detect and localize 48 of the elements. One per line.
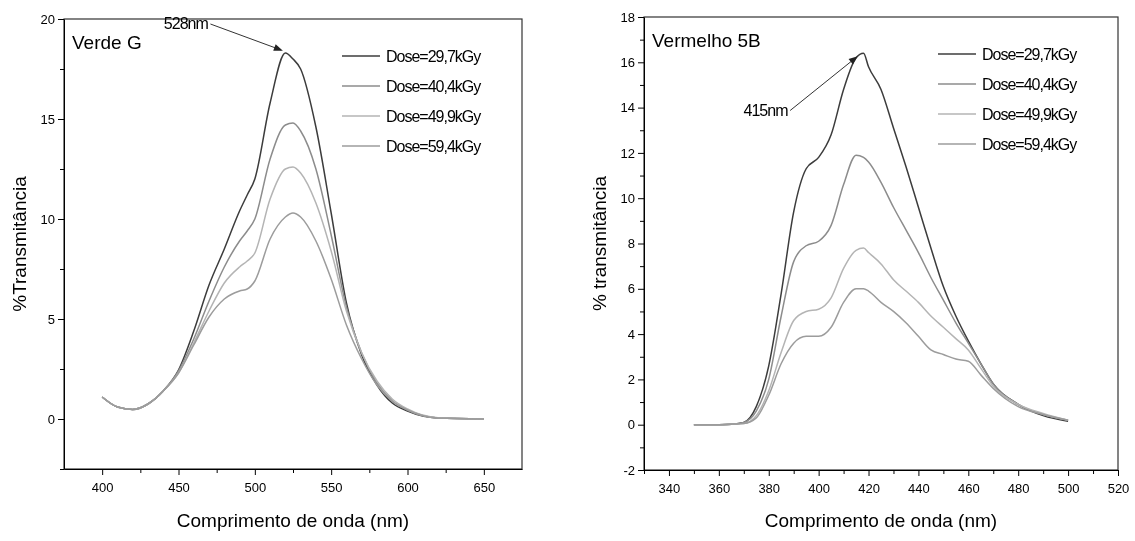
y-tick-label: 10 <box>620 190 635 206</box>
x-tick-label: 550 <box>320 480 343 496</box>
x-tick-label: 360 <box>708 481 731 497</box>
x-axis-title: Comprimento de onda (nm) <box>764 510 998 531</box>
x-tick-label: 500 <box>1057 481 1080 497</box>
annotation: 528nm <box>163 15 209 32</box>
y-tick-label: 0 <box>627 417 635 433</box>
y-tick-label: 15 <box>40 111 55 127</box>
y-tick-label: 18 <box>620 9 635 25</box>
y-tick-label: 12 <box>620 145 635 161</box>
legend-label: Dose=59,4kGy <box>982 136 1078 153</box>
x-tick-label: 480 <box>1007 481 1030 497</box>
y-axis-title: % transmitância <box>589 175 610 312</box>
y-tick-label: 2 <box>627 372 635 388</box>
y-tick-label: 4 <box>627 326 635 342</box>
y-tick-label: 6 <box>627 281 635 297</box>
x-tick-label: 380 <box>758 481 781 497</box>
legend-label: Dose=40,4kGy <box>386 78 482 95</box>
x-tick-label: 400 <box>808 481 830 497</box>
text: Vermelho 5B <box>652 30 761 51</box>
x-tick-label: 520 <box>1107 481 1130 497</box>
x-tick-label: 600 <box>397 480 419 496</box>
y-tick-label: 14 <box>620 100 635 116</box>
y-tick-label: -2 <box>623 462 635 478</box>
y-tick-label: 16 <box>620 54 635 70</box>
x-tick-label: 650 <box>473 480 496 496</box>
legend-label: Dose=49,9kGy <box>982 106 1078 123</box>
x-tick-label: 420 <box>858 481 880 497</box>
y-tick-label: 10 <box>40 211 55 227</box>
y-tick-label: 5 <box>47 311 55 327</box>
x-axis-title: Comprimento de onda (nm) <box>176 510 410 531</box>
x-tick-label: 340 <box>658 481 681 497</box>
annotation: 415nm <box>743 101 789 119</box>
legend-label: Dose=40,4kGy <box>982 76 1078 93</box>
x-tick-label: 400 <box>91 480 114 496</box>
x-tick-label: 460 <box>957 481 980 497</box>
text: Verde G <box>72 32 142 53</box>
y-tick-label: 0 <box>47 411 55 427</box>
y-axis-title: %Transmitância <box>9 175 30 312</box>
legend-label: Dose=49,9kGy <box>386 108 482 125</box>
x-tick-label: 450 <box>168 480 190 496</box>
y-tick-label: 8 <box>627 236 635 252</box>
legend-label: Dose=29,7kGy <box>982 46 1078 63</box>
y-tick-label: 20 <box>40 11 55 27</box>
x-tick-label: 440 <box>908 481 930 497</box>
x-tick-label: 500 <box>244 480 267 496</box>
legend-label: Dose=29,7kGy <box>386 48 482 65</box>
legend-label: Dose=59,4kGy <box>386 138 482 155</box>
